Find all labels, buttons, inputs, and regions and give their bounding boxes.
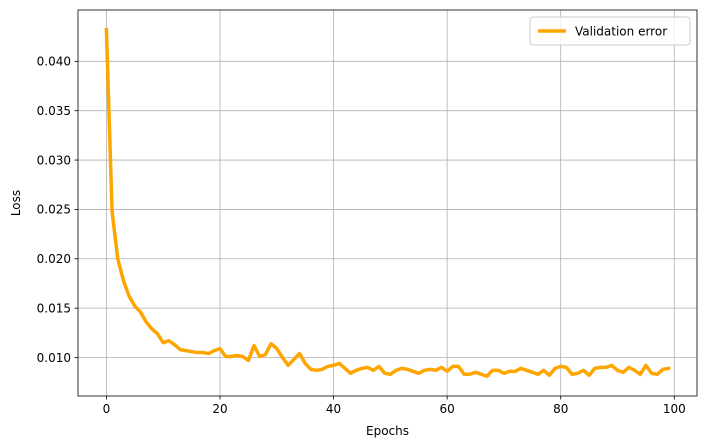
series-layer [104, 27, 671, 379]
series-line-validation-error [104, 27, 671, 379]
x-tick-label: 60 [439, 402, 454, 416]
x-tick-label: 20 [212, 402, 227, 416]
x-tick-label: 100 [663, 402, 686, 416]
plot-frame [77, 9, 698, 397]
x-tick-label: 40 [326, 402, 341, 416]
y-tick-label: 0.040 [37, 55, 71, 69]
y-tick-label: 0.025 [37, 203, 71, 217]
legend-box [529, 16, 691, 46]
grid [78, 10, 697, 396]
ticks: 0 20 40 60 80 100 0.010 0.015 0.020 0.025 0.030 0.0… [37, 55, 686, 416]
legend-entry-validation-error: Validation error [575, 24, 667, 38]
y-axis-label: Loss [9, 190, 23, 216]
x-tick-label: 80 [553, 402, 568, 416]
legend: Validation error [529, 16, 691, 46]
y-tick-label: 0.030 [37, 153, 71, 167]
y-tick-label: 0.010 [37, 351, 71, 365]
x-axis-label: Epochs [366, 424, 409, 438]
y-tick-label: 0.015 [37, 301, 71, 315]
y-tick-label: 0.035 [37, 104, 71, 118]
y-tick-label: 0.020 [37, 252, 71, 266]
x-tick-label: 0 [103, 402, 111, 416]
